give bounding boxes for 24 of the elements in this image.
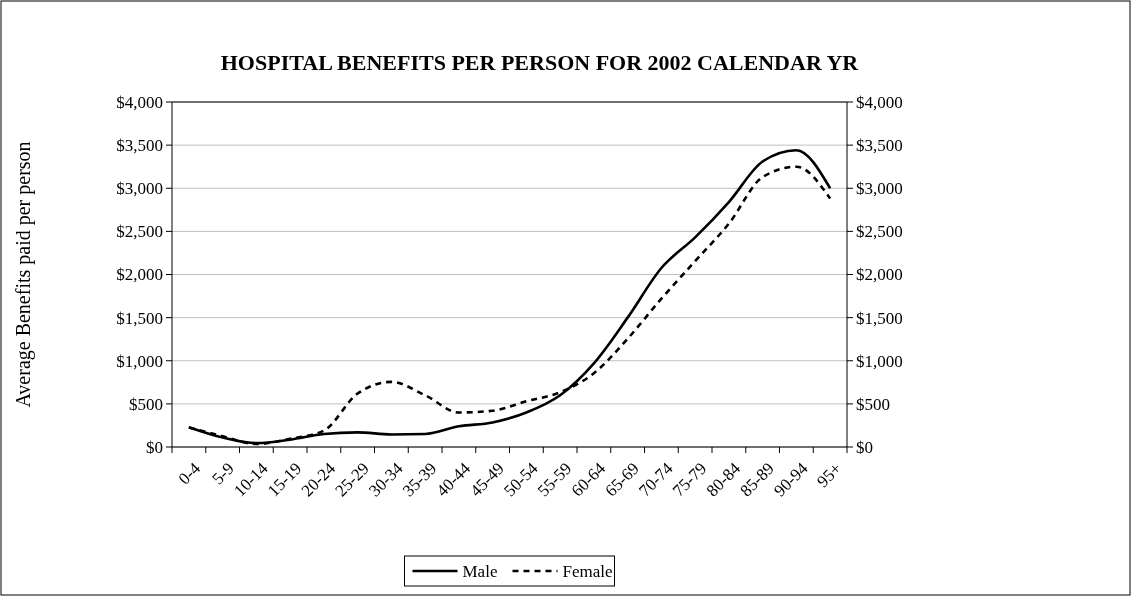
y2-tick-label: $2,500 bbox=[856, 222, 903, 242]
y-tick-label: $500 bbox=[129, 394, 163, 414]
legend-label: Female bbox=[562, 561, 613, 581]
chart-title: HOSPITAL BENEFITS PER PERSON FOR 2002 CALENDAR YR bbox=[220, 50, 860, 75]
y-tick-label: $3,000 bbox=[116, 179, 163, 199]
legend-label: Male bbox=[462, 561, 498, 581]
y2-tick-label: $3,000 bbox=[856, 179, 903, 199]
y2-tick-label: $500 bbox=[856, 394, 890, 414]
y-tick-label: $0 bbox=[146, 437, 163, 457]
y2-tick-label: $2,000 bbox=[856, 265, 903, 285]
y2-tick-label: $1,500 bbox=[856, 308, 903, 328]
y-tick-label: $1,500 bbox=[116, 308, 163, 328]
y-tick-label: $4,000 bbox=[116, 92, 163, 112]
x-tick-label: 95+ bbox=[813, 458, 846, 492]
y-tick-label: $3,500 bbox=[116, 136, 163, 156]
y-tick-label: $1,000 bbox=[116, 351, 163, 371]
y2-tick-label: $1,000 bbox=[856, 351, 903, 371]
y2-tick-label: $0 bbox=[856, 437, 873, 457]
y-axis-title: Average Benefits paid per person bbox=[12, 141, 35, 408]
y-tick-label: $2,500 bbox=[116, 222, 163, 242]
x-tick-label: 0-4 bbox=[174, 458, 205, 489]
y-tick-label: $2,000 bbox=[116, 265, 163, 285]
y2-tick-label: $4,000 bbox=[856, 92, 903, 112]
y2-tick-label: $3,500 bbox=[856, 136, 903, 156]
